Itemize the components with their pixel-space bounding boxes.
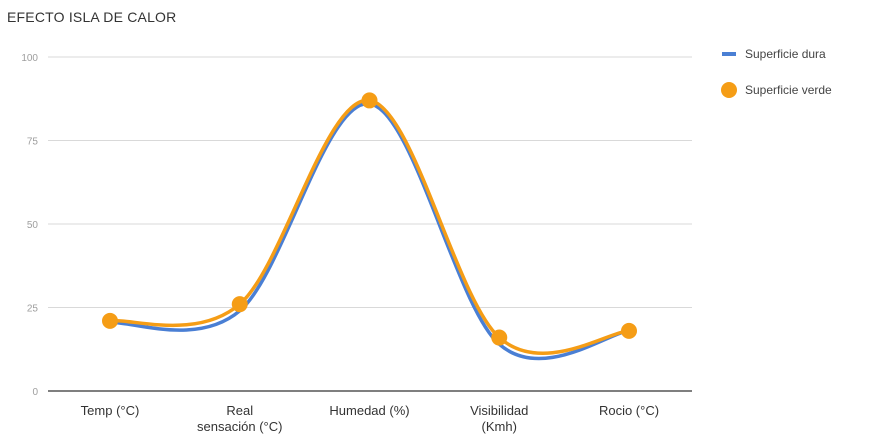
y-tick-label: 0	[32, 387, 38, 398]
y-axis-ticks: 0 25 50 75 100	[21, 53, 38, 398]
data-point-marker[interactable]	[621, 322, 637, 339]
data-point-marker[interactable]	[231, 296, 248, 313]
data-point-marker[interactable]	[102, 312, 118, 329]
series-line-superficie-verde	[108, 98, 631, 356]
y-tick-label: 25	[27, 304, 39, 315]
y-tick-label: 100	[21, 53, 38, 64]
data-point-marker[interactable]	[361, 92, 378, 109]
series-markers	[102, 92, 637, 346]
y-tick-label: 50	[27, 220, 39, 231]
series-line-superficie-dura	[108, 102, 631, 361]
legend-swatch-line-icon	[722, 52, 736, 56]
legend-item-superficie-verde[interactable]: Superficie verde	[721, 80, 832, 100]
legend-label: Superficie dura	[745, 47, 826, 61]
x-category-label: Rocio (°C)	[599, 403, 659, 418]
x-category-label: Temp (°C)	[81, 403, 140, 418]
legend: Superficie dura Superficie verde	[721, 44, 832, 116]
x-category-label: Real sensación (°C)	[197, 403, 282, 434]
x-axis-categories: Temp (°C) Real sensación (°C) Humedad (%) Vi…	[81, 403, 659, 434]
data-point-marker[interactable]	[491, 329, 508, 346]
y-tick-label: 75	[27, 137, 39, 148]
series-lines	[108, 98, 631, 361]
legend-swatch-dot-icon	[721, 82, 737, 98]
x-category-label: Humedad (%)	[329, 403, 409, 418]
legend-item-superficie-dura[interactable]: Superficie dura	[722, 44, 832, 64]
legend-label: Superficie verde	[745, 83, 832, 97]
x-category-label: Visibilidad (Kmh)	[470, 403, 528, 434]
chart-title: EFECTO ISLA DE CALOR	[7, 9, 177, 25]
gridlines	[48, 56, 692, 392]
